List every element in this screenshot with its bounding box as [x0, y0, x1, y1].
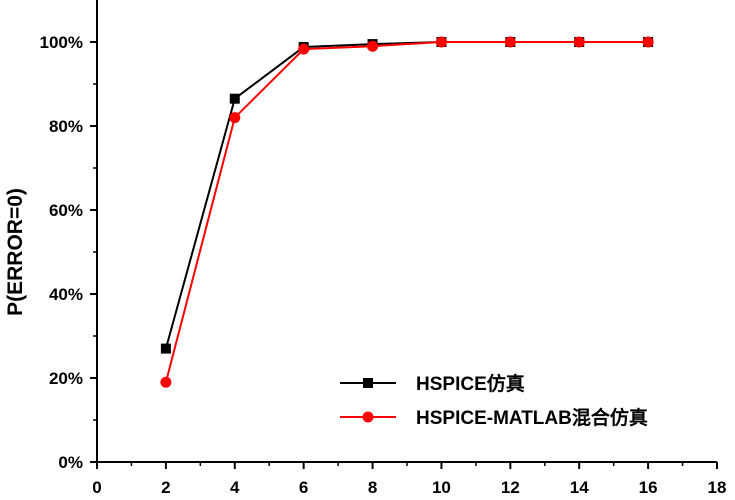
data-point [504, 36, 516, 48]
y-tick-label: 100% [40, 33, 83, 52]
x-tick-label: 8 [368, 478, 377, 497]
series-1 [160, 37, 654, 354]
x-tick-label: 4 [230, 478, 240, 497]
data-point [642, 36, 654, 48]
series-line [164, 41, 649, 349]
data-point [298, 43, 310, 55]
y-tick-label: 60% [49, 201, 83, 220]
x-tick-label: 18 [708, 478, 727, 497]
data-point [573, 36, 585, 48]
y-tick-label: 20% [49, 369, 83, 388]
x-tick-label: 2 [161, 478, 170, 497]
x-tick-label: 16 [639, 478, 658, 497]
legend-item-1: HSPICE仿真 [340, 372, 525, 395]
x-tick-label: 12 [501, 478, 520, 497]
axes: 0 2 4 6 8 10 12 14 16 18 0% 20% 40% 60% 80% 100% [40, 0, 727, 497]
legend-marker [363, 378, 373, 388]
legend: HSPICE仿真 HSPICE-MATLAB混合仿真 [340, 372, 648, 429]
y-tick-label: 80% [49, 117, 83, 136]
data-point [160, 343, 171, 354]
y-axis-title: P(ERROR=0) [4, 188, 27, 316]
series-layer [160, 36, 654, 388]
y-tick-label: 0% [58, 453, 83, 472]
x-tick-label: 0 [92, 478, 101, 497]
data-point [160, 376, 172, 388]
x-tick-label: 6 [299, 478, 308, 497]
data-point [229, 112, 241, 124]
x-tick-label: 10 [432, 478, 451, 497]
x-tick-label: 14 [570, 478, 589, 497]
legend-item-2: HSPICE-MATLAB混合仿真 [340, 406, 648, 429]
series-2 [160, 36, 654, 388]
data-point [367, 40, 379, 52]
y-tick-label: 40% [49, 285, 83, 304]
legend-marker [362, 411, 374, 423]
data-point [229, 93, 240, 104]
legend-label: HSPICE-MATLAB混合仿真 [416, 406, 648, 429]
data-point [435, 36, 447, 48]
legend-label: HSPICE仿真 [416, 372, 525, 395]
series-line [164, 41, 649, 383]
